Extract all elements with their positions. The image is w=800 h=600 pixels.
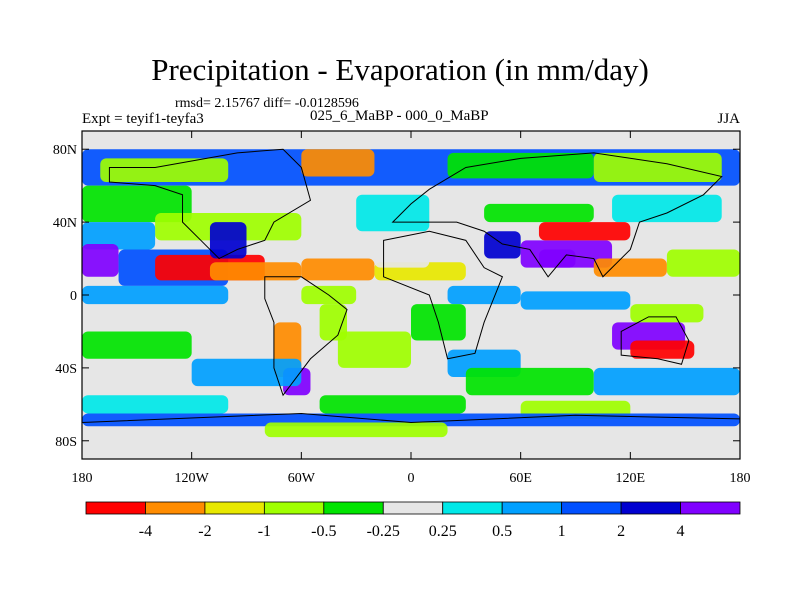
colorbar-swatch: [620, 501, 681, 515]
colorbar-label: 2: [617, 523, 625, 540]
field-patch: [82, 243, 119, 277]
field-patch: [447, 285, 521, 305]
field-patch: [82, 222, 156, 250]
continent-outline: [108, 148, 312, 260]
field-patch: [209, 222, 247, 259]
colorbar-label: -2: [198, 523, 211, 540]
field-patch: [593, 258, 667, 277]
continent-outline: [620, 316, 690, 365]
continent-outline: [264, 276, 348, 397]
continent-outline: [82, 412, 740, 459]
field-patch: [538, 249, 576, 268]
colorbar-swatch: [323, 501, 384, 515]
colorbar-swatch: [442, 501, 503, 515]
field-patch: [465, 367, 594, 396]
map-field: [82, 131, 740, 459]
x-tick-label: 0: [408, 471, 415, 486]
field-patch: [301, 149, 375, 177]
field-patch: [630, 340, 695, 359]
x-tick-label: 180: [730, 471, 751, 486]
colorbar-swatch: [263, 501, 325, 515]
field-patch: [100, 158, 229, 183]
field-patch: [209, 262, 302, 281]
colorbar-label: -0.5: [311, 523, 336, 540]
field-patch: [538, 222, 631, 241]
field-patch: [82, 413, 740, 427]
y-tick-label: 40S: [55, 362, 77, 377]
field-patch: [593, 152, 722, 183]
field-patch: [82, 395, 229, 414]
field-patch: [447, 152, 594, 179]
field-patch: [319, 304, 348, 341]
colorbar-label: 1: [558, 523, 566, 540]
field-patch: [666, 249, 740, 277]
colorbar-label: 0.5: [492, 523, 512, 540]
colorbar: -4 -2 -1 -0.5 -0.25 0.25 0.5 1 2 4: [85, 501, 741, 540]
field-patch: [593, 367, 740, 396]
x-tick-label: 120W: [175, 471, 210, 486]
colorbar-swatch: [145, 501, 206, 515]
field-patch: [356, 194, 430, 232]
y-tick-label: 80N: [53, 143, 77, 158]
colorbar-label: 4: [677, 523, 685, 540]
x-tick-label: 60E: [509, 471, 532, 486]
field-patch: [82, 331, 192, 359]
x-tick-label: 60W: [288, 471, 316, 486]
field-patch: [612, 194, 722, 223]
field-patch: [301, 258, 375, 281]
colorbar-swatch: [680, 501, 741, 515]
season-label: JJA: [717, 111, 740, 127]
field-patch: [484, 203, 594, 223]
colorbar-label: -4: [139, 523, 152, 540]
y-tick-label: 40N: [53, 216, 77, 231]
colorbar-swatch: [561, 501, 622, 515]
x-tick-label: 180: [72, 471, 93, 486]
field-patch: [520, 291, 631, 310]
field-patch: [264, 422, 448, 438]
stats-line: rmsd= 2.15767 diff= -0.0128596: [175, 96, 359, 111]
field-patch: [630, 304, 704, 323]
colorbar-label: 0.25: [429, 523, 457, 540]
y-tick-label: 80S: [55, 435, 77, 450]
colorbar-label: -1: [258, 523, 271, 540]
continent-outline: [383, 230, 504, 360]
field-patch: [374, 240, 430, 268]
field-patch: [191, 358, 302, 387]
field-patch: [82, 285, 229, 305]
axis-ticks: 180 120W 60W 0 60E 120E 180 80N 40N 0 40S 80S: [53, 131, 751, 486]
plot-title: Precipitation - Evaporation (in mm/day): [151, 52, 649, 87]
colorbar-label: -0.25: [367, 523, 400, 540]
colorbar-swatch: [501, 501, 563, 515]
colorbar-swatch: [85, 501, 146, 515]
comparison-label: 025_6_MaBP - 000_0_MaBP: [310, 108, 489, 124]
continent-outline: [391, 152, 723, 278]
x-tick-label: 120E: [616, 471, 646, 486]
field-patch: [319, 395, 466, 414]
colorbar-swatch: [204, 501, 265, 515]
field-patch: [337, 331, 411, 368]
colorbar-swatch: [382, 501, 444, 515]
experiment-label: Expt = teyif1-teyfa3: [82, 111, 204, 127]
y-tick-label: 0: [70, 289, 77, 304]
